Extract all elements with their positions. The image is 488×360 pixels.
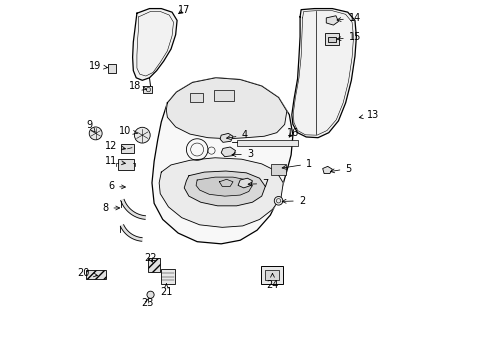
Circle shape — [134, 127, 150, 143]
Text: 9: 9 — [86, 121, 95, 132]
Text: 3: 3 — [231, 149, 252, 159]
FancyBboxPatch shape — [324, 33, 339, 45]
Circle shape — [274, 197, 282, 205]
Text: 15: 15 — [336, 32, 361, 42]
Polygon shape — [152, 78, 292, 244]
Text: 18: 18 — [129, 81, 146, 91]
Text: 4: 4 — [226, 130, 247, 140]
Text: 1: 1 — [282, 159, 311, 169]
Text: 8: 8 — [102, 203, 120, 213]
Text: 2: 2 — [282, 196, 305, 206]
Circle shape — [89, 127, 102, 140]
Polygon shape — [325, 16, 338, 25]
Bar — [148, 258, 160, 272]
Polygon shape — [238, 178, 252, 188]
Bar — [271, 164, 286, 175]
Polygon shape — [196, 177, 252, 196]
Polygon shape — [322, 166, 332, 174]
Polygon shape — [132, 9, 177, 80]
FancyBboxPatch shape — [118, 159, 133, 170]
Text: 24: 24 — [266, 273, 278, 290]
Text: 22: 22 — [144, 253, 157, 263]
Polygon shape — [121, 199, 145, 219]
Bar — [327, 37, 335, 41]
Text: 5: 5 — [330, 163, 351, 174]
Text: 14: 14 — [336, 13, 360, 23]
Text: 10: 10 — [119, 126, 137, 135]
Polygon shape — [220, 134, 233, 142]
Text: 13: 13 — [359, 110, 378, 120]
Text: 23: 23 — [141, 298, 153, 308]
FancyBboxPatch shape — [108, 64, 116, 73]
Text: 17: 17 — [178, 5, 190, 15]
Polygon shape — [291, 9, 356, 138]
Text: 16: 16 — [286, 128, 299, 138]
Text: 7: 7 — [247, 179, 268, 189]
FancyBboxPatch shape — [121, 144, 133, 153]
FancyBboxPatch shape — [261, 266, 282, 284]
Text: 6: 6 — [108, 181, 125, 192]
Polygon shape — [184, 171, 265, 206]
Polygon shape — [120, 225, 142, 241]
Polygon shape — [221, 147, 235, 157]
Bar — [190, 93, 202, 102]
Text: 20: 20 — [78, 268, 97, 278]
Text: 12: 12 — [105, 141, 125, 151]
Polygon shape — [159, 158, 283, 227]
Bar — [214, 90, 233, 101]
Bar — [86, 270, 105, 279]
Bar — [237, 140, 297, 146]
Text: 19: 19 — [88, 61, 107, 71]
Circle shape — [147, 291, 154, 298]
FancyBboxPatch shape — [142, 86, 151, 93]
Text: 11: 11 — [105, 156, 125, 166]
Bar — [265, 270, 278, 280]
Polygon shape — [166, 78, 286, 139]
Text: 21: 21 — [160, 284, 172, 297]
FancyBboxPatch shape — [161, 269, 175, 284]
